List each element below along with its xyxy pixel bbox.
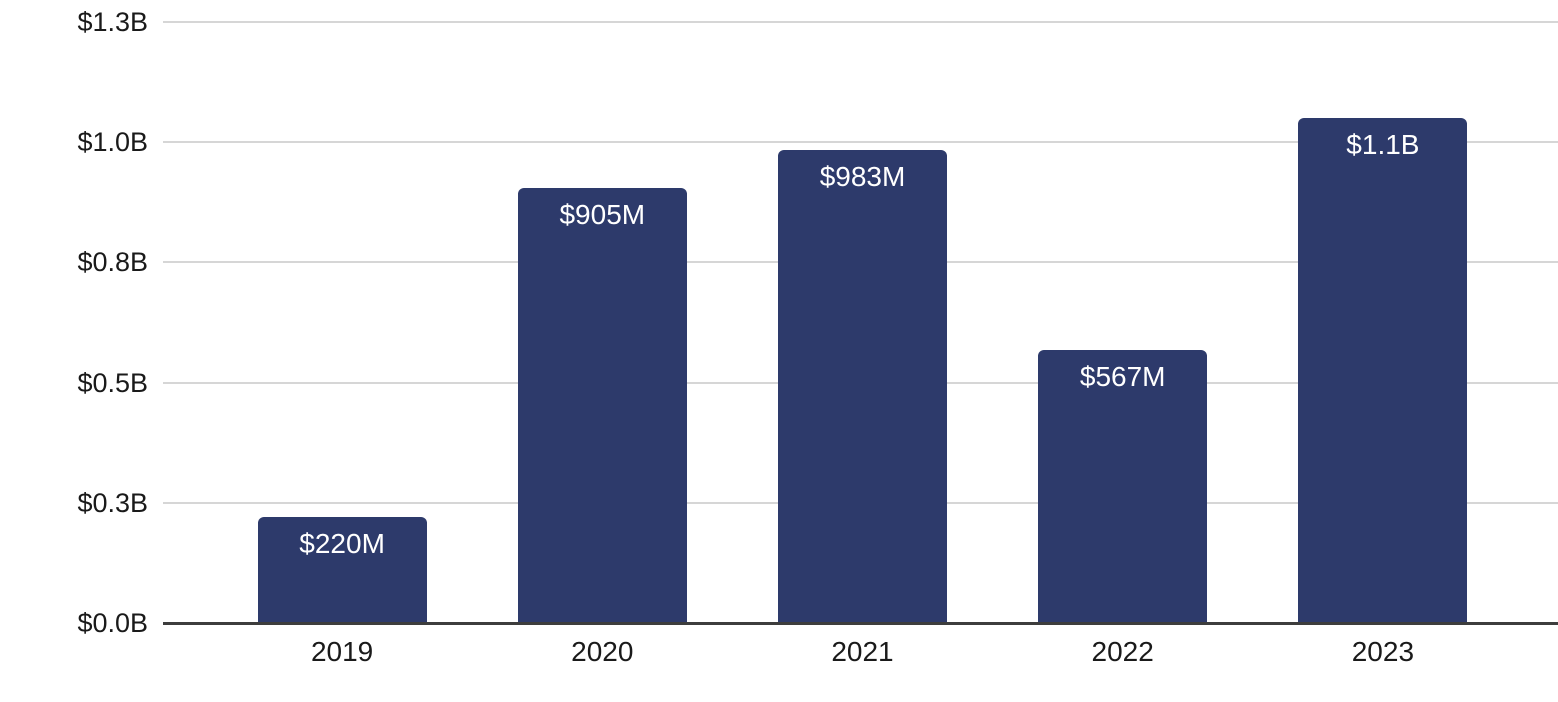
x-axis-tick-label: 2021 bbox=[831, 636, 894, 667]
y-axis-tick-label: $0.3B bbox=[77, 487, 148, 518]
bar-2023[interactable]: $1.1B bbox=[1298, 118, 1468, 623]
x-axis-line bbox=[163, 622, 1558, 625]
bar-value-label: $567M bbox=[1079, 361, 1166, 393]
bar-value-label: $1.1B bbox=[1346, 129, 1420, 161]
gridline bbox=[163, 21, 1558, 23]
y-axis-tick-label: $1.3B bbox=[77, 7, 148, 37]
bar-2020[interactable]: $905M bbox=[517, 187, 687, 623]
bar-value-label: $905M bbox=[559, 198, 646, 230]
y-axis-tick-label: $1.0B bbox=[77, 127, 148, 158]
x-axis-tick-label: 2020 bbox=[571, 636, 634, 667]
bar-2021[interactable]: $983M bbox=[778, 150, 947, 623]
bar-value-label: $983M bbox=[819, 161, 906, 193]
y-axis-tick-label: $0.5B bbox=[77, 367, 148, 398]
y-axis-tick-label: $0.0B bbox=[77, 608, 148, 638]
y-axis-tick-label: $0.8B bbox=[77, 247, 148, 278]
bar-2022[interactable]: $567M bbox=[1038, 350, 1208, 623]
x-axis-tick-label: 2022 bbox=[1091, 636, 1154, 667]
gridline bbox=[163, 141, 1558, 144]
bar-value-label: $220M bbox=[299, 528, 385, 560]
x-axis-tick-label: 2023 bbox=[1351, 636, 1415, 667]
bar-2019[interactable]: $220M bbox=[257, 517, 427, 623]
x-axis-tick-label: 2019 bbox=[310, 636, 374, 667]
